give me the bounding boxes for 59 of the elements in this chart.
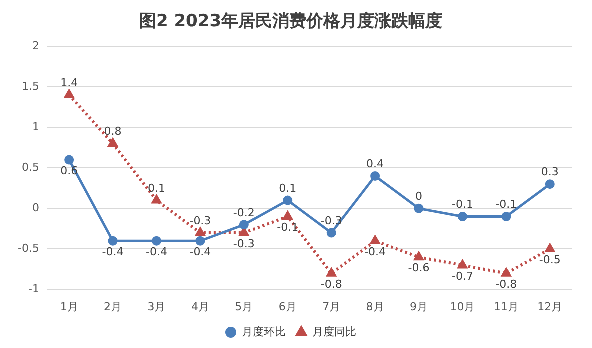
x-tick-label: 10月 xyxy=(450,300,476,314)
data-label: 0 xyxy=(416,190,423,204)
y-tick-label: 0.5 xyxy=(22,160,40,174)
data-label: -0.7 xyxy=(452,270,474,283)
x-tick-label: 2月 xyxy=(104,300,122,314)
x-tick-label: 8月 xyxy=(366,300,384,314)
x-tick-label: 9月 xyxy=(410,300,428,314)
data-label: -0.8 xyxy=(320,278,342,291)
data-label: -0.4 xyxy=(190,245,212,258)
data-label: -0.3 xyxy=(190,214,212,228)
data-label: -0.8 xyxy=(496,278,518,291)
data-label: -0.5 xyxy=(539,254,561,267)
data-label: 0.4 xyxy=(366,158,384,171)
point xyxy=(239,220,249,230)
data-label: -0.2 xyxy=(233,206,255,220)
y-tick-label: -1 xyxy=(28,282,40,296)
data-label: 0.3 xyxy=(541,166,559,179)
x-tick-label: 7月 xyxy=(322,300,341,314)
data-label: -0.4 xyxy=(364,245,386,258)
point xyxy=(326,228,336,238)
x-tick-label: 4月 xyxy=(191,300,210,314)
point xyxy=(240,228,249,236)
data-label: 0.1 xyxy=(279,182,297,195)
data-label: -0.3 xyxy=(233,237,255,250)
point xyxy=(152,236,162,246)
point xyxy=(414,204,424,214)
y-tick-label: 2 xyxy=(32,39,40,52)
point xyxy=(283,196,293,206)
point xyxy=(414,252,424,261)
y-tick-label: 1 xyxy=(32,120,40,134)
data-label: -0.1 xyxy=(496,198,518,212)
point xyxy=(458,212,468,222)
chart-title: 图2 2023年居民消费价格月度涨跌幅度 xyxy=(139,12,443,32)
data-label: 0.1 xyxy=(148,182,166,195)
point xyxy=(370,171,380,181)
y-tick-label: -0.5 xyxy=(18,242,40,256)
legend-label: 月度环比 xyxy=(242,325,286,338)
point xyxy=(545,180,555,190)
point xyxy=(196,236,206,246)
data-label: -0.1 xyxy=(452,198,474,212)
point xyxy=(108,236,118,246)
x-tick-label: 1月 xyxy=(60,300,78,314)
point xyxy=(64,155,74,165)
x-tick-label: 3月 xyxy=(148,300,166,314)
data-label: -0.6 xyxy=(408,262,430,275)
x-tick-label: 5月 xyxy=(235,300,254,314)
data-label: -0.4 xyxy=(102,245,124,258)
x-tick-label: 11月 xyxy=(494,300,519,314)
point xyxy=(502,212,512,222)
data-label: -0.1 xyxy=(277,221,299,234)
y-tick-label: 1.5 xyxy=(22,80,40,93)
data-label: -0.4 xyxy=(146,245,168,258)
point xyxy=(458,260,468,269)
data-label: 1.4 xyxy=(60,76,78,90)
legend-label: 月度同比 xyxy=(312,325,356,338)
x-tick-label: 6月 xyxy=(278,300,297,314)
x-tick-label: 12月 xyxy=(538,300,563,314)
y-tick-label: 0 xyxy=(32,202,40,215)
data-label: 0.8 xyxy=(104,125,122,138)
